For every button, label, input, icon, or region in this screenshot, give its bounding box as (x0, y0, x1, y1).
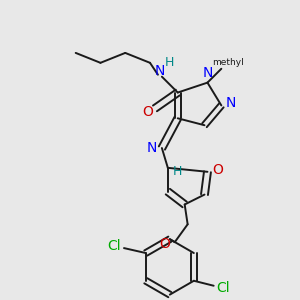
Text: Cl: Cl (107, 239, 121, 253)
Text: N: N (202, 66, 213, 80)
Text: N: N (226, 96, 236, 110)
Text: methyl: methyl (212, 58, 244, 67)
Text: N: N (147, 141, 157, 155)
Text: H: H (173, 165, 182, 178)
Text: O: O (212, 163, 223, 177)
Text: N: N (155, 64, 165, 78)
Text: H: H (165, 56, 175, 69)
Text: O: O (159, 237, 170, 251)
Text: Cl: Cl (217, 281, 230, 295)
Text: O: O (142, 105, 154, 119)
